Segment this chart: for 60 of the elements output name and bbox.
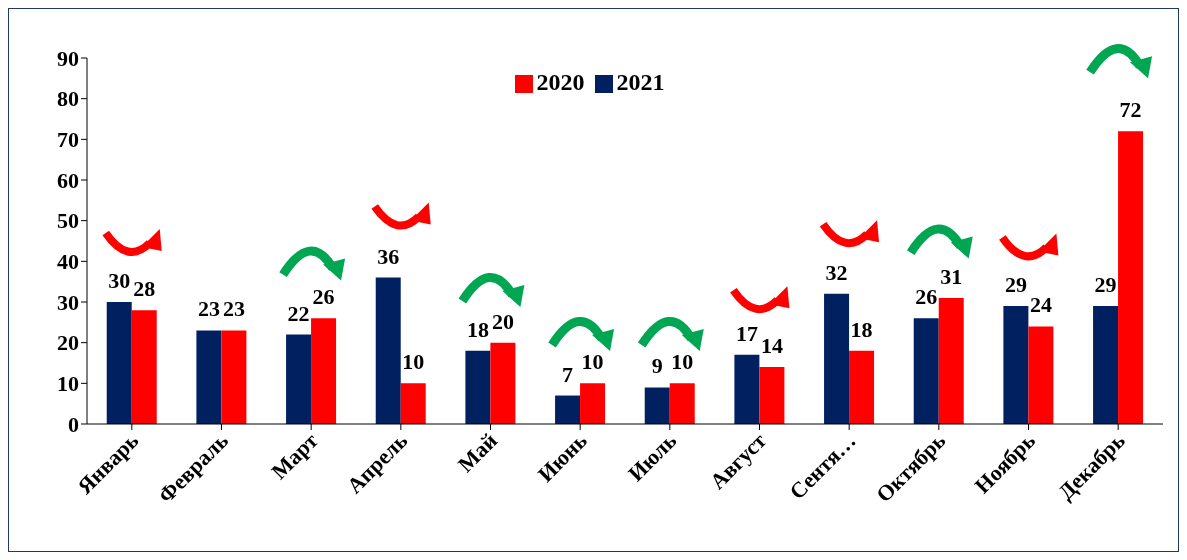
- bar: [1118, 131, 1144, 424]
- bar: [1003, 306, 1029, 424]
- bar: [221, 330, 247, 424]
- bar: [375, 277, 401, 424]
- bar: [824, 293, 850, 424]
- y-tick-label: 10: [57, 371, 79, 397]
- bar: [490, 342, 516, 424]
- data-label: 10: [581, 349, 604, 375]
- data-label: 18: [466, 316, 489, 342]
- data-label: 26: [915, 284, 938, 310]
- y-tick-label: 20: [57, 330, 79, 356]
- data-label: 26: [312, 284, 335, 310]
- data-label: 23: [197, 296, 220, 322]
- bar: [849, 350, 875, 424]
- data-label: 28: [133, 276, 156, 302]
- data-label: 30: [108, 268, 131, 293]
- data-label: 18: [850, 316, 873, 342]
- data-label: 14: [760, 333, 783, 359]
- bar: [580, 383, 606, 424]
- bar: [1028, 326, 1054, 424]
- data-label: 36: [377, 243, 400, 269]
- data-label: 24: [1029, 292, 1052, 318]
- legend-label: 2020: [536, 69, 585, 95]
- legend-label: 2021: [616, 69, 665, 95]
- data-label: 29: [1004, 272, 1027, 298]
- y-tick-label: 50: [57, 208, 79, 234]
- y-tick-label: 30: [57, 289, 79, 315]
- data-label: 72: [1119, 97, 1142, 123]
- bar: [555, 395, 581, 424]
- bar: [734, 354, 760, 424]
- y-tick-label: 80: [57, 86, 79, 112]
- data-label: 20: [491, 308, 514, 334]
- bar: [400, 383, 426, 424]
- bar: [286, 334, 312, 424]
- bar: [669, 383, 695, 424]
- bar: [644, 387, 670, 424]
- y-tick-label: 0: [68, 411, 79, 437]
- bar: [311, 318, 337, 424]
- data-label: 31: [940, 263, 963, 289]
- data-label: 22: [287, 300, 310, 326]
- bar: [106, 302, 132, 424]
- data-label: 9: [651, 353, 663, 379]
- bar: [759, 367, 785, 424]
- data-label: 7: [562, 361, 574, 387]
- y-tick-label: 70: [57, 127, 79, 153]
- y-tick-label: 60: [57, 167, 79, 193]
- bar: [1093, 306, 1119, 424]
- data-label: 32: [825, 259, 848, 285]
- bar: [196, 330, 222, 424]
- data-label: 10: [402, 349, 425, 375]
- bar: [913, 318, 939, 424]
- bar: [938, 297, 964, 424]
- data-label: 23: [222, 296, 245, 322]
- data-label: 17: [735, 320, 758, 346]
- y-tick-label: 90: [57, 45, 79, 71]
- bar: [131, 310, 157, 424]
- data-label: 10: [671, 349, 694, 375]
- bar: [465, 350, 491, 424]
- y-tick-label: 40: [57, 249, 79, 275]
- data-label: 29: [1094, 272, 1117, 298]
